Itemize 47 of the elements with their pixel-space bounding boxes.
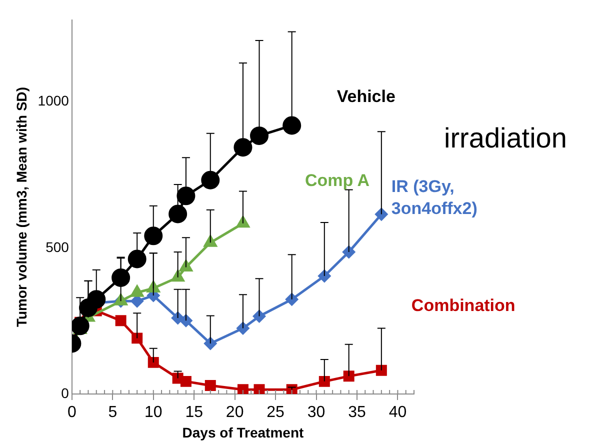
point [180,376,192,387]
x-tick-label: 35 [348,404,366,422]
text: Vehicle [336,87,396,106]
x-tick-label: 40 [388,404,407,422]
point [168,204,188,224]
point [286,293,298,306]
text: Combination [411,296,516,316]
point [375,208,388,221]
point [130,285,144,297]
point [132,332,143,344]
y-tick-label: 1000 [38,92,70,109]
x-tick-label: 15 [185,404,204,422]
x-tick-label: 25 [266,404,285,422]
point [376,364,387,376]
point [254,384,265,394]
x-tick-label: 30 [307,404,326,422]
point [112,268,130,287]
point [128,250,146,268]
point [318,270,331,282]
point [144,226,163,246]
point [72,316,90,336]
point [204,380,216,392]
point [176,186,196,206]
point [342,246,356,258]
point [115,315,126,326]
point [253,310,266,323]
point [250,126,269,145]
point [318,376,330,387]
point [201,170,220,190]
x-axis-title: Days of Treatment [182,424,304,440]
point [236,322,250,335]
point [234,138,252,157]
y-tick-label: 0 [61,384,70,401]
point [180,314,192,327]
point [148,356,159,368]
text: Comp A [304,171,370,190]
point [343,370,354,382]
series-label: IR (3Gy, 3on4offx2) [391,176,478,218]
x-tick-label: 10 [144,404,162,422]
point [282,116,302,135]
x-tick-label: 20 [226,404,244,422]
point [204,337,217,350]
text: irradiation [444,122,567,154]
x-tick-label: 5 [108,404,118,422]
y-tick-label: 500 [46,238,70,255]
y-axis-title: Tumor volume (mm3, Mean with SD) [13,86,30,328]
point [237,384,248,394]
